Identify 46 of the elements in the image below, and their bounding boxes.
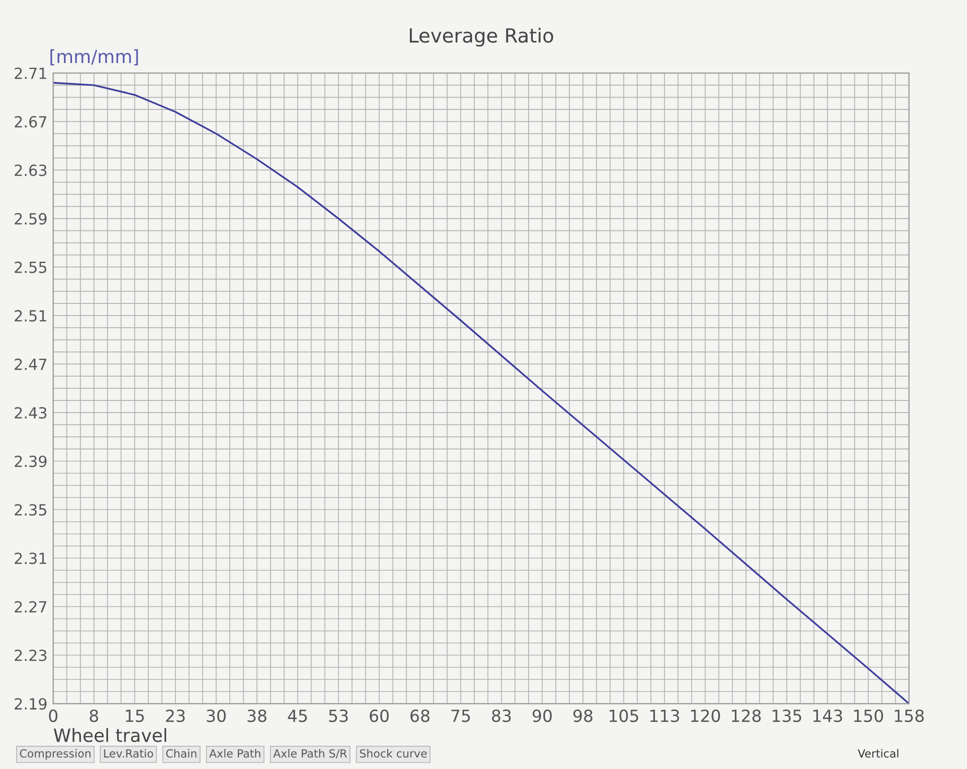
x-tick-label: 90 (532, 709, 552, 722)
y-tick-label: 2.55 (14, 262, 46, 274)
y-tick-label: 2.63 (14, 164, 46, 176)
y-tick-label: 2.35 (14, 504, 46, 516)
x-axis-title: Wheel travel (54, 728, 166, 742)
y-tick-label: 2.71 (14, 68, 46, 79)
x-tick-label: 105 (610, 709, 638, 722)
x-tick-label: 68 (410, 709, 430, 722)
x-tick-label: 53 (329, 709, 348, 722)
y-axis-title: [mm/mm] (50, 49, 138, 66)
x-tick-label: 15 (126, 710, 144, 722)
x-tick-label: 30 (206, 709, 226, 722)
x-tick-label: 45 (288, 710, 307, 722)
text: Chain (166, 749, 196, 758)
x-tick-label: 143 (813, 709, 842, 722)
text: Axle Path S/R (273, 749, 347, 758)
x-tick-label: 98 (573, 709, 592, 722)
y-tick-label: 2.43 (14, 407, 46, 419)
x-tick-label: 60 (370, 709, 389, 722)
text: Compression (20, 749, 90, 760)
y-tick-label: 2.47 (14, 358, 46, 370)
y-tick-label: 2.19 (14, 698, 47, 710)
x-tick-label: 23 (166, 709, 185, 722)
y-tick-label: 2.23 (14, 650, 46, 662)
chart-title: Leverage Ratio (410, 28, 554, 47)
x-tick-label: 158 (894, 709, 924, 722)
x-tick-label: 150 (854, 709, 884, 722)
text: Vertical (858, 749, 898, 758)
text: Lev.Ratio (104, 749, 154, 758)
x-tick-label: 120 (691, 709, 720, 722)
x-tick-label: 75 (451, 710, 470, 722)
y-tick-label: 2.27 (14, 601, 46, 612)
x-tick-label: 135 (772, 709, 802, 722)
x-tick-label: 0 (48, 709, 58, 722)
x-tick-label: 128 (732, 709, 761, 722)
text: Axle Path (209, 749, 260, 758)
y-tick-label: 2.67 (14, 116, 46, 128)
x-tick-label: 83 (492, 709, 511, 722)
x-tick-label: 38 (248, 709, 266, 722)
text: Shock curve (360, 749, 427, 758)
x-tick-label: 8 (90, 709, 98, 722)
y-tick-label: 2.31 (14, 552, 46, 564)
x-tick-label: 113 (650, 709, 680, 722)
y-tick-label: 2.59 (14, 213, 47, 225)
y-tick-label: 2.51 (14, 310, 46, 322)
y-tick-label: 2.39 (14, 456, 47, 468)
